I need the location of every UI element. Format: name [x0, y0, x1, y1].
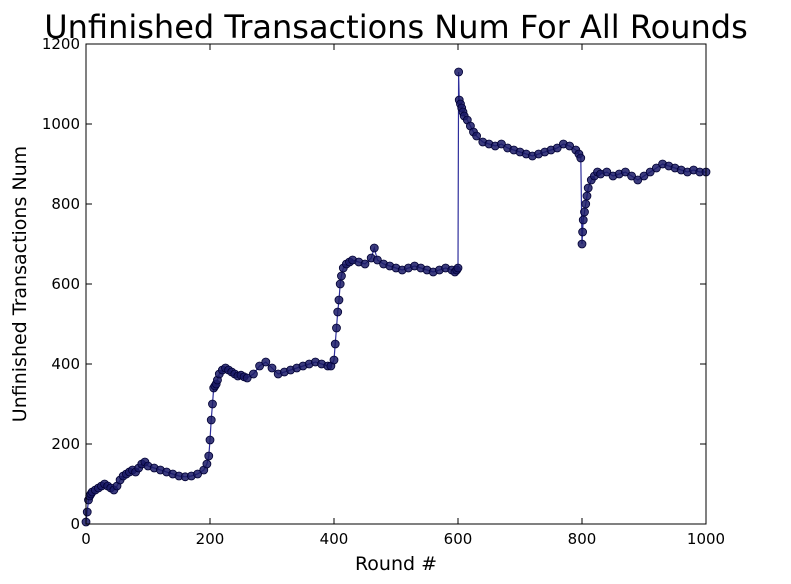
data-point: [496, 139, 506, 149]
data-point: [578, 215, 588, 225]
data-point: [454, 67, 464, 77]
x-axis-title: Round #: [355, 553, 437, 575]
data-point: [202, 459, 212, 469]
data-point: [333, 307, 343, 317]
x-tick-label: 0: [81, 530, 91, 548]
y-tick-label: 200: [51, 435, 80, 453]
data-point: [581, 199, 591, 209]
data-point: [627, 171, 636, 181]
data-point: [645, 167, 655, 177]
data-point: [453, 263, 463, 273]
data-point: [337, 271, 346, 281]
data-point: [261, 357, 271, 367]
data-point: [208, 399, 217, 409]
data-point: [576, 153, 586, 163]
data-point: [335, 279, 345, 289]
data-point: [472, 131, 482, 141]
data-point: [583, 183, 593, 193]
data-point: [255, 361, 265, 371]
data-point: [552, 143, 562, 153]
plot-frame: [85, 43, 707, 525]
data-point: [602, 167, 612, 177]
x-tick-label: 600: [444, 530, 473, 548]
data-point: [578, 227, 588, 237]
chart-title: Unfinished Transactions Num For All Roun…: [44, 8, 748, 46]
data-point: [369, 243, 379, 253]
data-point: [580, 207, 589, 217]
y-tick-label: 400: [51, 355, 80, 373]
data-point: [360, 259, 370, 269]
data-point: [206, 415, 216, 425]
y-tick-label: 1200: [42, 35, 80, 53]
series-line: [85, 71, 706, 523]
data-point: [633, 175, 643, 185]
data-point: [372, 255, 382, 265]
data-point: [334, 295, 344, 305]
data-point: [248, 369, 258, 379]
data-point: [193, 469, 203, 479]
series-layer: [81, 67, 711, 527]
data-point: [205, 435, 215, 445]
y-tick-label: 800: [51, 195, 80, 213]
y-tick-label: 0: [70, 515, 80, 533]
x-tick-label: 800: [568, 530, 597, 548]
data-point: [329, 355, 339, 365]
axes-layer: 0 200 400 600 800 1000 0 200 400 600 800 1000 1200: [42, 35, 725, 548]
data-point: [204, 451, 214, 461]
data-point: [565, 141, 574, 151]
data-point: [652, 163, 661, 173]
x-tick-label: 200: [196, 530, 225, 548]
data-point: [582, 191, 592, 201]
x-tick-label: 1000: [687, 530, 725, 548]
data-point: [82, 507, 92, 517]
data-point: [267, 363, 277, 373]
data-point: [330, 339, 340, 349]
y-tick-label: 600: [51, 275, 80, 293]
data-point: [332, 323, 341, 333]
y-tick-label: 1000: [42, 115, 80, 133]
data-point: [242, 373, 252, 383]
x-tick-label: 400: [320, 530, 349, 548]
y-axis-title: Unfinished Transactions Num: [9, 146, 31, 422]
data-point: [639, 171, 649, 181]
data-point: [621, 167, 630, 177]
data-point: [577, 239, 587, 249]
